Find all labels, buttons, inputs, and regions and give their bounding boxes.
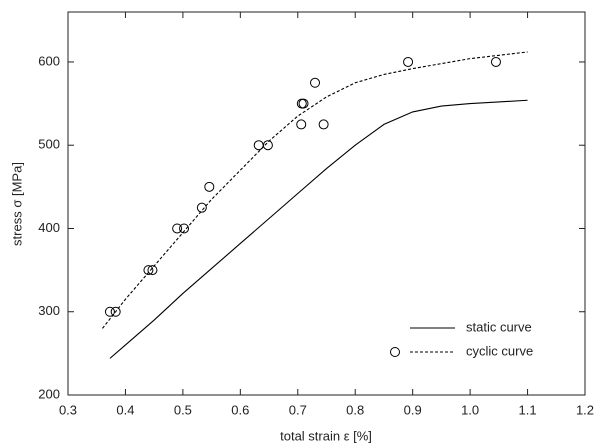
data-point <box>310 77 321 88</box>
y-tick-label: 300 <box>38 303 60 318</box>
x-tick-label: 0.3 <box>59 402 77 417</box>
x-axis-label: total strain ε [%] <box>280 428 372 443</box>
y-tick-label: 200 <box>38 386 60 401</box>
data-point <box>318 119 329 130</box>
series-line <box>102 51 528 329</box>
y-tick-label: 400 <box>38 220 60 235</box>
x-tick-label: 0.4 <box>116 402 134 417</box>
x-tick-label: 1.1 <box>519 402 537 417</box>
series-line <box>109 99 528 359</box>
x-tick-label: 0.5 <box>174 402 192 417</box>
data-point <box>147 265 158 276</box>
data-point <box>179 223 190 234</box>
data-point <box>143 265 154 276</box>
data-point <box>403 56 414 67</box>
x-tick-label: 1.2 <box>576 402 594 417</box>
y-tick-label: 600 <box>38 53 60 68</box>
x-tick-label: 0.7 <box>289 402 307 417</box>
data-point <box>196 202 207 213</box>
data-point <box>104 306 115 317</box>
x-tick-label: 0.8 <box>346 402 364 417</box>
data-point <box>298 98 309 109</box>
data-point <box>490 56 501 67</box>
data-point <box>253 140 264 151</box>
y-tick-label: 500 <box>38 137 60 152</box>
data-point <box>262 140 273 151</box>
legend-label: static curve <box>466 319 532 334</box>
y-axis-label: stress σ [MPa] <box>9 162 24 246</box>
data-point <box>172 223 183 234</box>
plot-frame <box>67 11 586 396</box>
data-point <box>296 119 307 130</box>
data-point <box>110 306 121 317</box>
x-tick-label: 0.9 <box>404 402 422 417</box>
legend-marker <box>390 347 400 357</box>
x-tick-label: 1.0 <box>461 402 479 417</box>
data-point <box>204 181 215 192</box>
legend-label: cyclic curve <box>466 343 533 358</box>
x-tick-label: 0.6 <box>231 402 249 417</box>
